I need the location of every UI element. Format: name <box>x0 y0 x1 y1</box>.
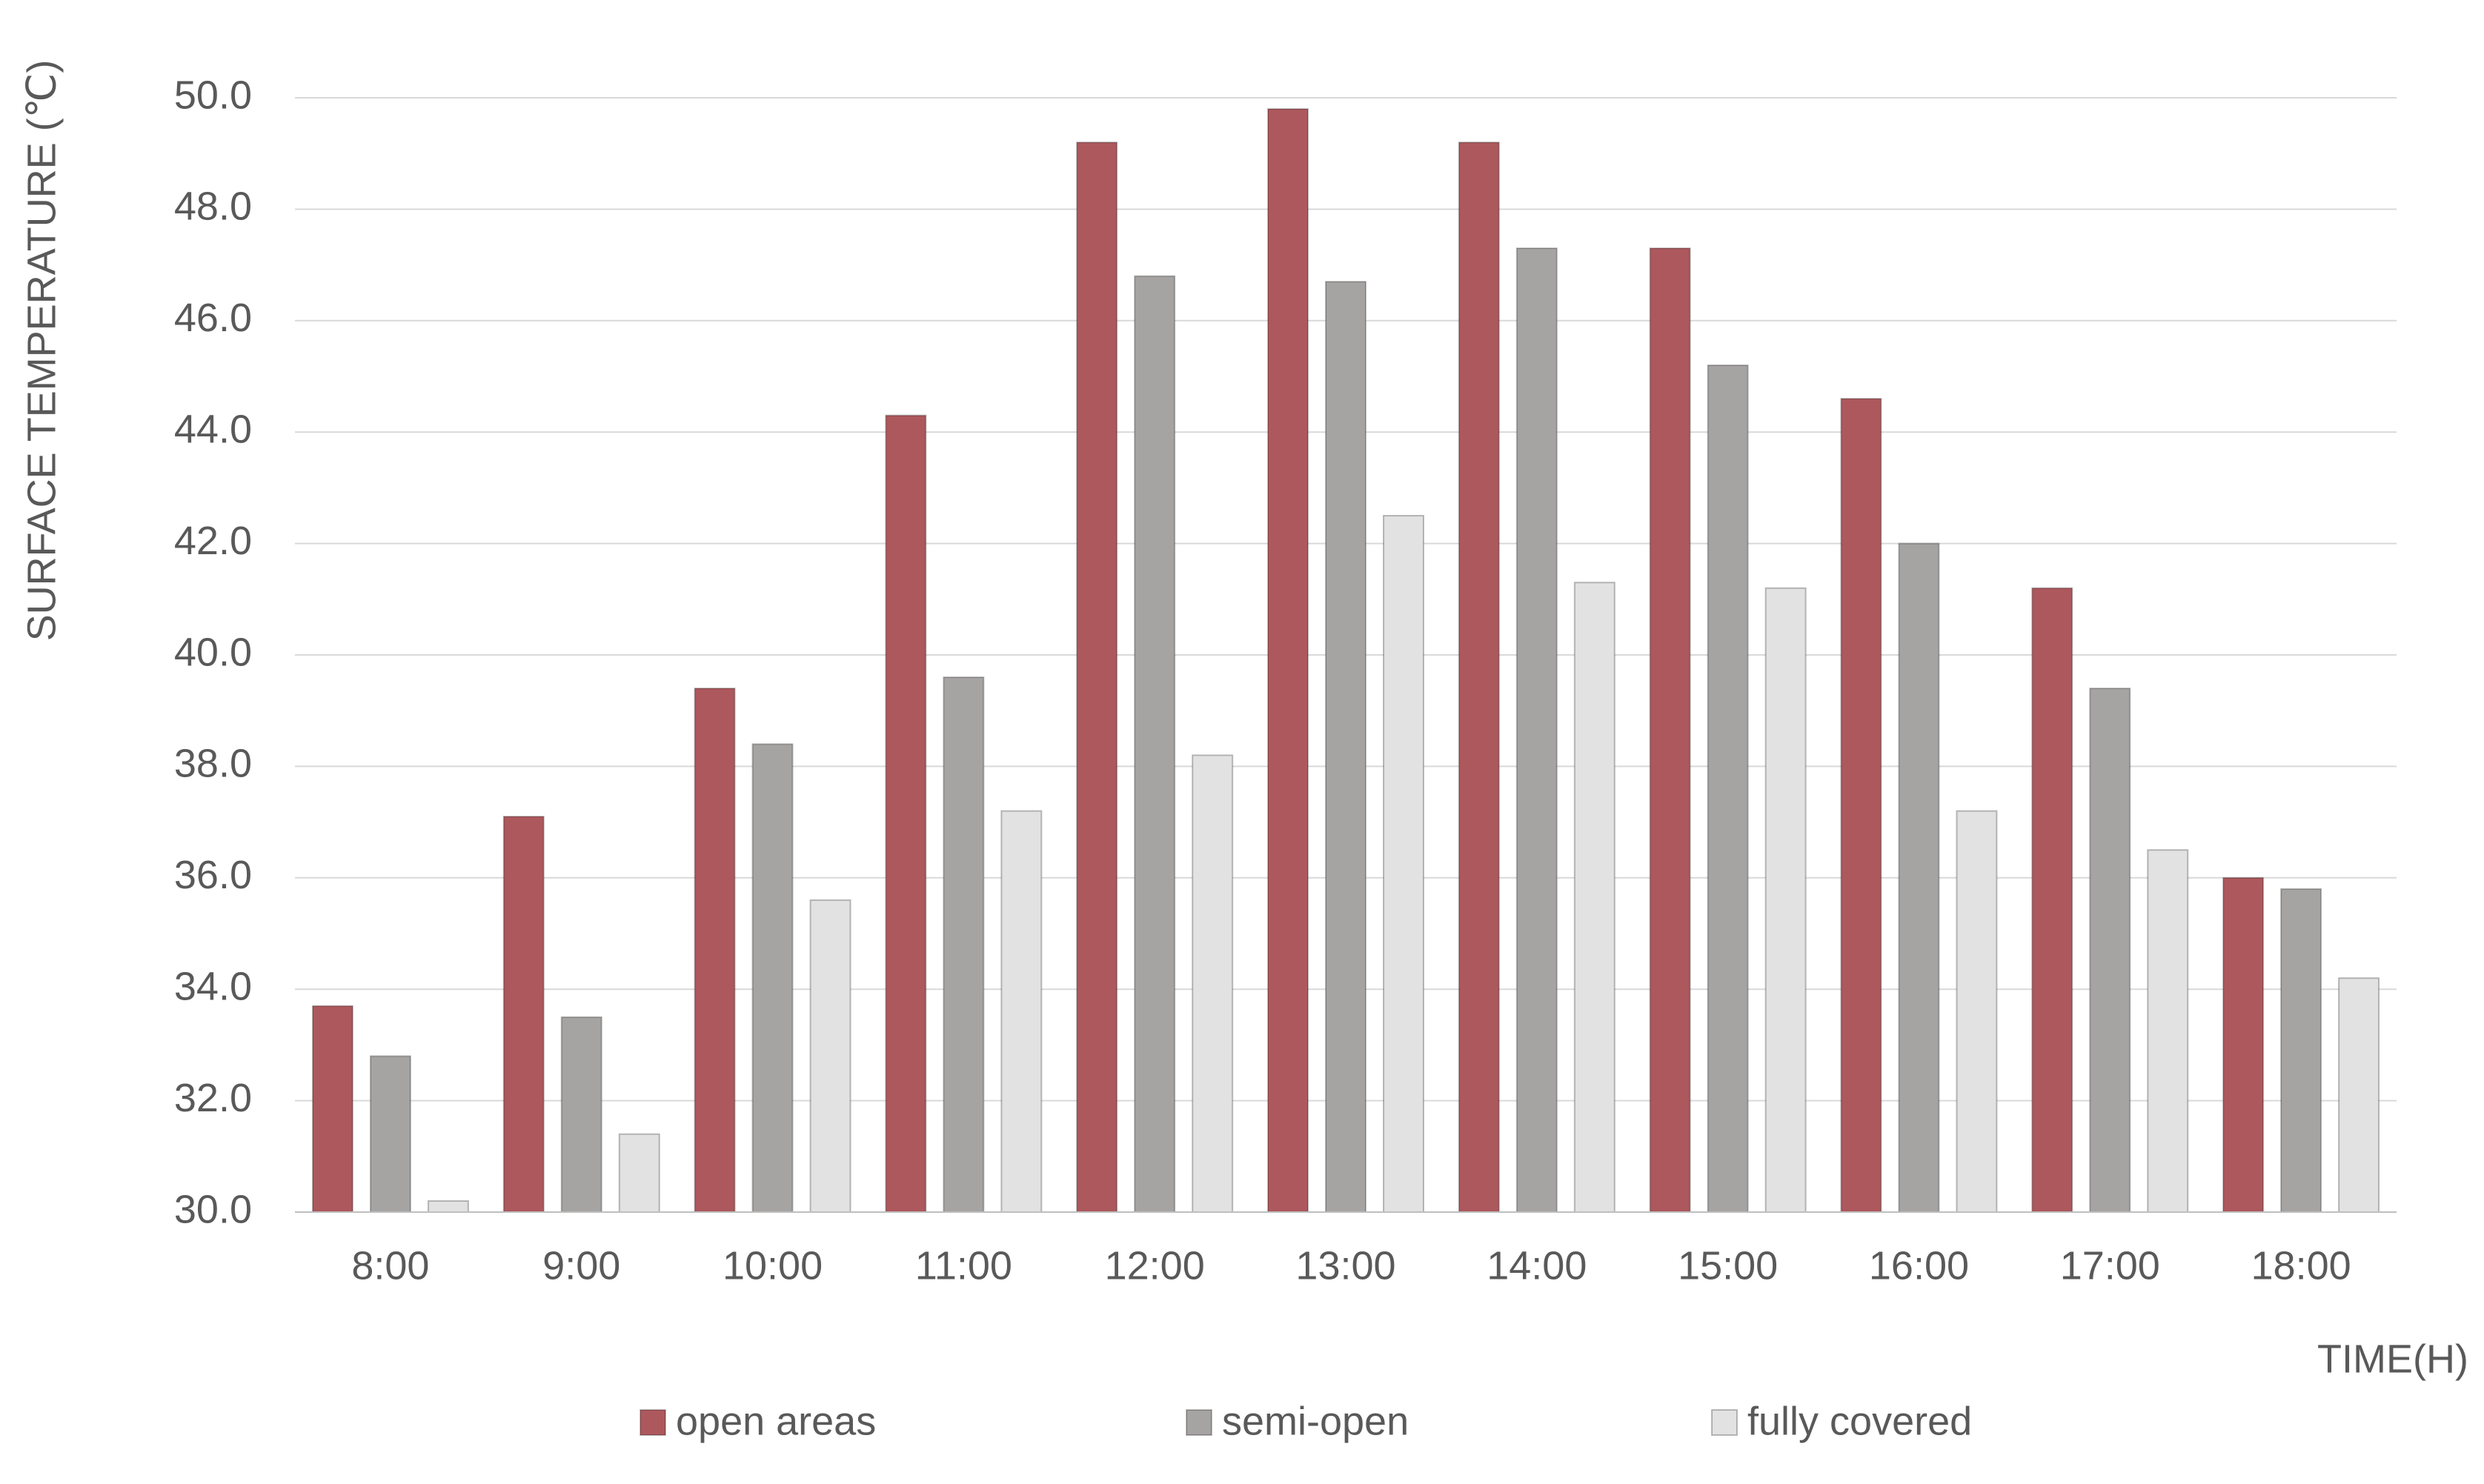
y-tick-label: 32.0 <box>174 1076 252 1120</box>
bar <box>751 743 794 1213</box>
x-tick-label: 17:00 <box>2060 1243 2160 1288</box>
bar <box>1898 542 1940 1213</box>
bar <box>427 1199 469 1213</box>
legend-swatch <box>640 1409 666 1436</box>
bar <box>1267 108 1309 1213</box>
x-tick-label: 11:00 <box>915 1243 1012 1288</box>
bar <box>618 1133 660 1213</box>
legend-swatch <box>1711 1409 1738 1436</box>
y-tick-label: 38.0 <box>174 742 252 786</box>
bar <box>2147 849 2189 1213</box>
y-tick-label: 42.0 <box>174 519 252 563</box>
x-tick-label: 12:00 <box>1105 1243 1205 1288</box>
x-tick-label: 9:00 <box>542 1243 620 1288</box>
bar <box>1076 142 1118 1213</box>
bar <box>1515 247 1558 1213</box>
bar <box>885 414 927 1213</box>
x-tick-label: 15:00 <box>1678 1243 1778 1288</box>
bar <box>369 1055 411 1213</box>
bar <box>809 899 851 1213</box>
y-tick-label: 40.0 <box>174 630 252 674</box>
bar <box>1458 142 1500 1213</box>
bar <box>311 1005 353 1213</box>
y-tick-label: 34.0 <box>174 964 252 1008</box>
legend-label: fully covered <box>1747 1399 1972 1443</box>
bar <box>1134 275 1176 1213</box>
y-tick-label: 48.0 <box>174 184 252 229</box>
x-tick-label: 13:00 <box>1295 1243 1395 1288</box>
bar <box>2222 876 2265 1214</box>
bar <box>2031 587 2073 1213</box>
bar <box>2089 688 2131 1213</box>
y-axis-label: SURFACE TEMPERATURE (℃) <box>19 60 64 642</box>
bar <box>694 688 736 1213</box>
bar <box>2280 888 2322 1213</box>
x-tick-label: 16:00 <box>1869 1243 1969 1288</box>
bar <box>1707 364 1749 1214</box>
x-tick-label: 10:00 <box>723 1243 823 1288</box>
y-tick-label: 50.0 <box>174 73 252 117</box>
y-tick-label: 36.0 <box>174 853 252 897</box>
x-tick-label: 18:00 <box>2251 1243 2351 1288</box>
bar <box>502 816 545 1213</box>
bar <box>560 1016 602 1214</box>
legend-swatch <box>1186 1409 1212 1436</box>
bar <box>1764 587 1807 1213</box>
bar <box>943 676 985 1213</box>
bar <box>1325 281 1366 1213</box>
y-tick-label: 44.0 <box>174 407 252 451</box>
x-tick-label: 8:00 <box>351 1243 429 1288</box>
x-axis-label: TIME(H) <box>2317 1337 2468 1381</box>
legend-label: semi-open <box>1222 1399 1409 1443</box>
legend-label: open areas <box>676 1399 876 1443</box>
bar <box>1192 754 1234 1213</box>
bar <box>2338 977 2380 1214</box>
bar <box>1573 582 1615 1213</box>
bar <box>1649 247 1691 1213</box>
bar <box>1383 515 1424 1213</box>
y-tick-label: 30.0 <box>174 1187 252 1231</box>
bar <box>1840 398 1882 1214</box>
bar <box>1000 810 1043 1214</box>
bar <box>1956 810 1998 1214</box>
y-tick-label: 46.0 <box>174 296 252 340</box>
x-tick-label: 14:00 <box>1487 1243 1587 1288</box>
